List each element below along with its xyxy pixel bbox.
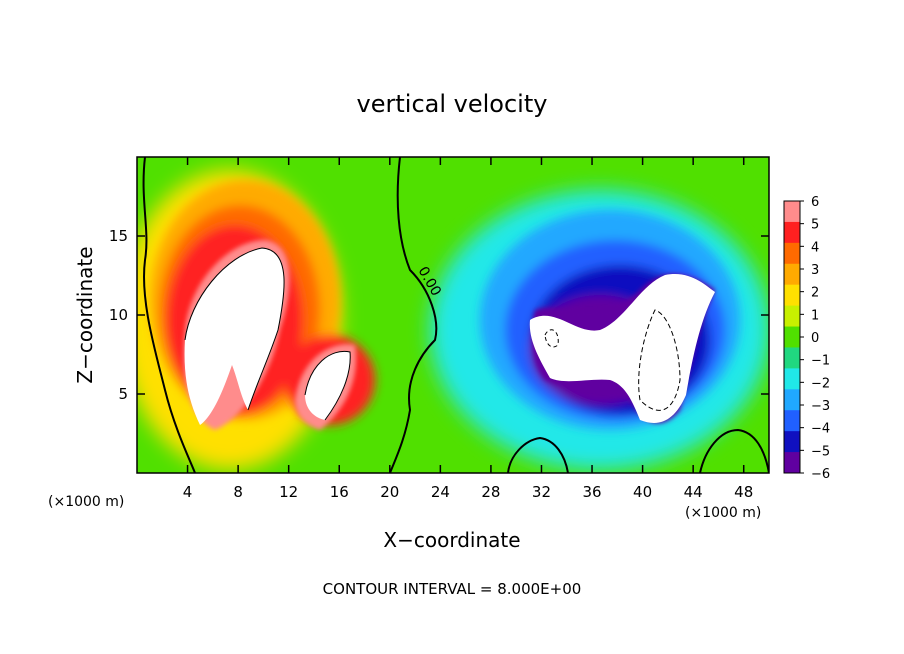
- colorbar-swatch: [784, 347, 800, 369]
- x-unit-right: (×1000 m): [685, 505, 761, 521]
- colorbar-swatch: [784, 263, 800, 286]
- colorbar-tick-label: 2: [811, 286, 819, 301]
- x-tick-label: 40: [633, 483, 652, 501]
- colorbar-tick-label: −6: [811, 467, 830, 482]
- colorbar-tick-label: 0: [811, 331, 819, 346]
- x-tick-label: 32: [532, 483, 551, 501]
- colorbar-swatch: [784, 242, 800, 265]
- y-tick-label: 5: [118, 385, 128, 403]
- contour-line: [184, 247, 285, 411]
- contour-interval-note: CONTOUR INTERVAL = 8.000E+00: [323, 580, 582, 598]
- x-tick-label: 20: [380, 483, 399, 501]
- colorbar-swatch: [784, 368, 800, 390]
- y-axis: 5 10 15: [109, 227, 769, 403]
- contour-line: [142, 157, 196, 473]
- x-tick-label: 4: [183, 483, 193, 501]
- colorbar-tick-label: −3: [811, 399, 830, 414]
- colorbar-tick-label: −5: [811, 444, 830, 459]
- x-tick-label: 48: [734, 483, 753, 501]
- colorbar-swatch: [784, 305, 800, 328]
- x-tick-label: 28: [481, 483, 500, 501]
- colorbar-swatch: [784, 410, 800, 432]
- x-unit-left: (×1000 m): [48, 494, 124, 510]
- y-axis-label: Z−coordinate: [73, 246, 97, 383]
- contour-line: [304, 350, 351, 421]
- colorbar-swatch: [784, 201, 800, 223]
- x-tick-label: 44: [684, 483, 703, 501]
- x-tick-label: 24: [431, 483, 450, 501]
- colorbar-tick-label: 4: [811, 240, 819, 255]
- contour-line: [507, 436, 569, 473]
- colorbar-swatch: [784, 452, 800, 474]
- y-tick-label: 15: [109, 227, 128, 245]
- x-tick-label: 36: [582, 483, 601, 501]
- x-tick-label: 12: [279, 483, 298, 501]
- x-axis: 4 8 12 16 20 24 28 32 36 40 44 48: [183, 157, 753, 501]
- colorbar-swatch: [784, 326, 800, 348]
- colorbar-tick-label: 1: [811, 308, 819, 323]
- x-tick-label: 8: [233, 483, 243, 501]
- velocity-field: [137, 157, 769, 473]
- colorbar-tick-label: 3: [811, 263, 819, 278]
- colorbar: 6 5 4 3 2 1 0 −1 −2 −3 −4 −5 −6: [783, 195, 830, 482]
- colorbar-swatch: [784, 431, 800, 453]
- contour-line: [544, 329, 559, 348]
- colorbar-tick-label: −4: [811, 422, 830, 437]
- chart-title: vertical velocity: [357, 90, 548, 118]
- colorbar-tick-label: 6: [811, 195, 819, 210]
- y-tick-label: 10: [109, 306, 128, 324]
- updraft-core: [184, 248, 285, 425]
- colorbar-tick-label: −1: [811, 354, 830, 369]
- colorbar-tick-label: −2: [811, 376, 830, 391]
- colorbar-swatch: [784, 221, 800, 244]
- colorbar-tick-label: 5: [811, 218, 819, 233]
- x-tick-label: 16: [330, 483, 349, 501]
- colorbar-swatch: [784, 284, 800, 307]
- colorbar-swatch: [784, 389, 800, 411]
- downdraft-core: [529, 273, 715, 423]
- contour-line: [638, 309, 681, 411]
- contour-line: [699, 428, 769, 473]
- contour-line: [389, 157, 438, 473]
- updraft-core: [305, 351, 351, 420]
- x-axis-label: X−coordinate: [383, 528, 520, 552]
